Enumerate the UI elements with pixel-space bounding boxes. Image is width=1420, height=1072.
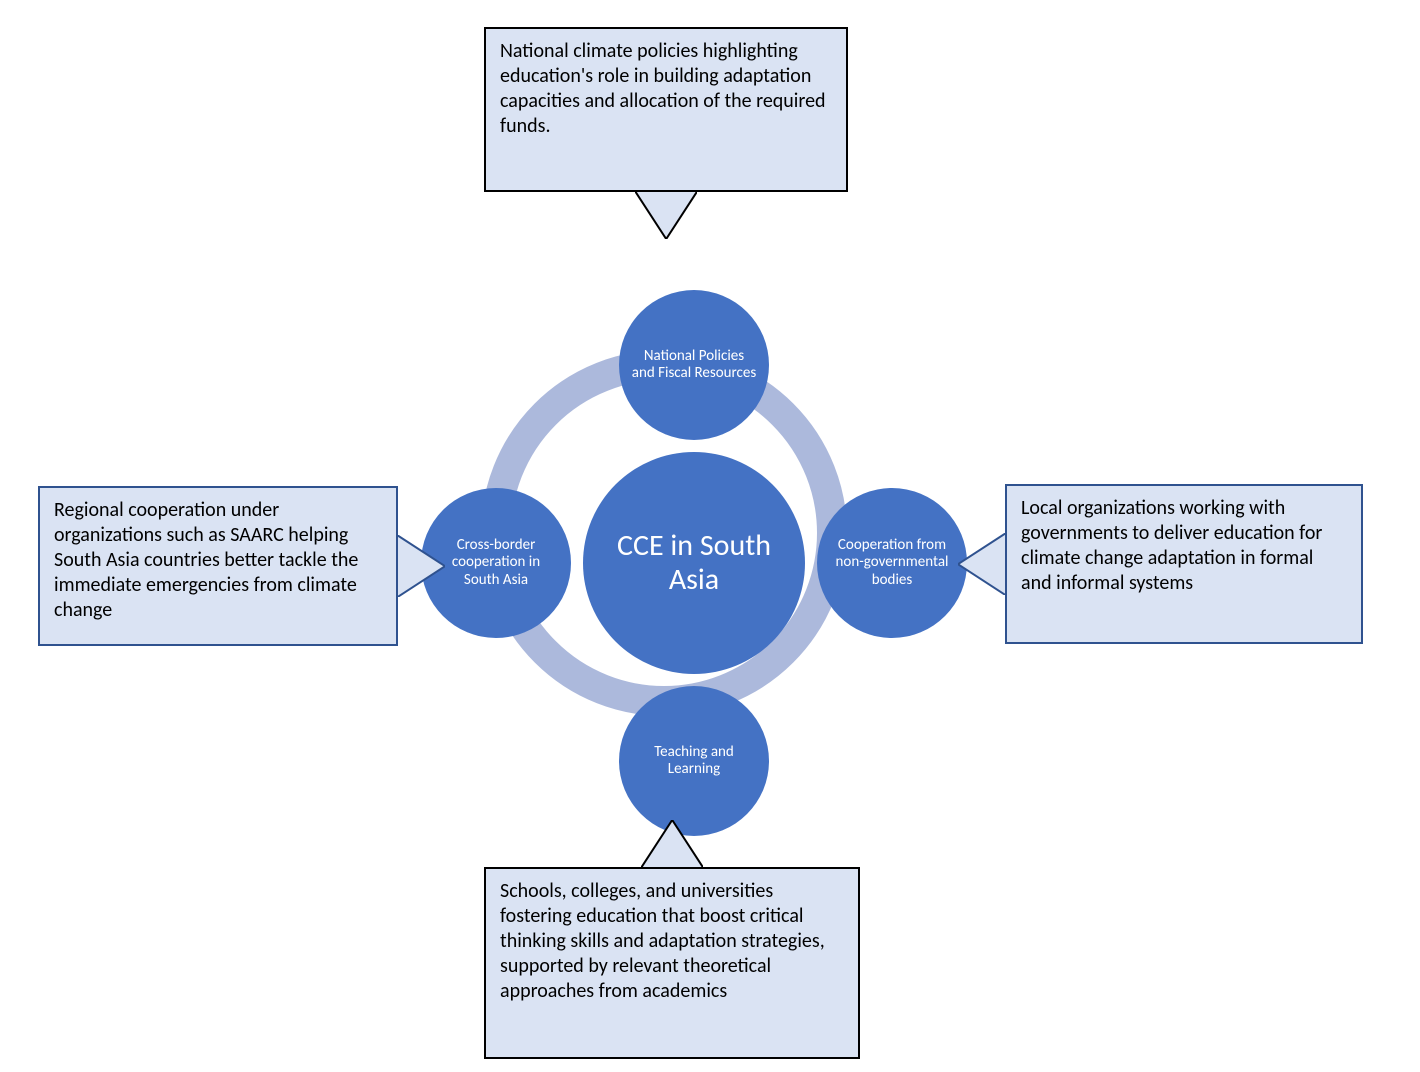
center-label: CCE in South Asia	[603, 529, 785, 598]
node-right: Cooperation from non-governmental bodies	[817, 488, 967, 638]
arrow-bottom	[641, 820, 703, 868]
node-right-label: Cooperation from non-governmental bodies	[829, 537, 955, 589]
callout-left: Regional cooperation under organizations…	[38, 486, 398, 646]
arrow-left	[397, 535, 445, 597]
callout-right: Local organizations working with governm…	[1005, 484, 1363, 644]
node-bottom-label: Teaching and Learning	[631, 744, 757, 779]
callout-bottom: Schools, colleges, and universities fost…	[484, 867, 860, 1059]
arrow-top	[635, 191, 697, 239]
diagram-canvas: CCE in South Asia National Policies and …	[0, 0, 1420, 1072]
callout-top-text: National climate policies highlighting e…	[500, 39, 826, 138]
callout-left-text: Regional cooperation under organizations…	[54, 498, 358, 622]
arrow-right	[958, 533, 1006, 595]
node-left-label: Cross-border cooperation in South Asia	[433, 537, 559, 589]
node-top-label: National Policies and Fiscal Resources	[631, 348, 757, 383]
node-top: National Policies and Fiscal Resources	[619, 290, 769, 440]
center-node: CCE in South Asia	[583, 452, 805, 674]
callout-top: National climate policies highlighting e…	[484, 27, 848, 192]
node-bottom: Teaching and Learning	[619, 686, 769, 836]
callout-bottom-text: Schools, colleges, and universities fost…	[500, 879, 825, 1003]
callout-right-text: Local organizations working with governm…	[1021, 496, 1322, 595]
